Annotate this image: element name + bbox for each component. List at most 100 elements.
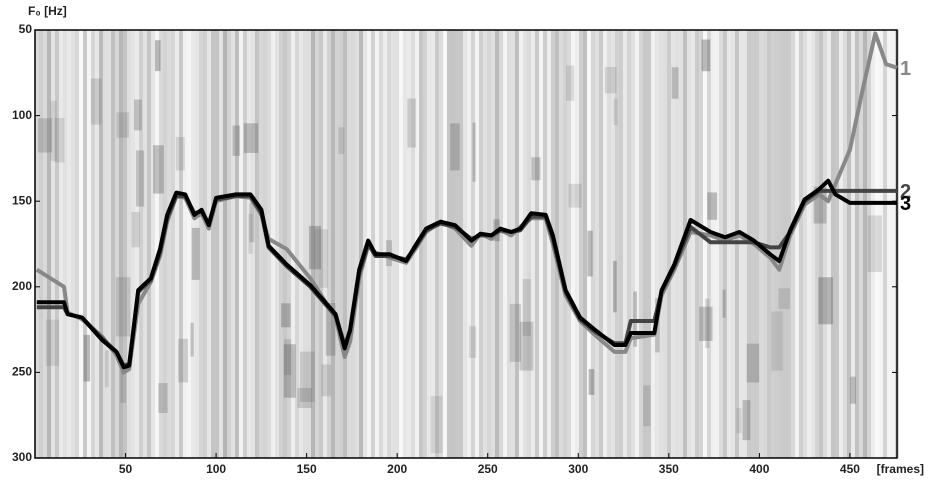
spectrogram-strip <box>351 30 355 458</box>
spectrogram-strip <box>235 30 239 458</box>
spectrogram-strip <box>111 30 115 458</box>
spectrogram-blob <box>613 98 618 126</box>
y-tick-label: 300 <box>12 450 32 464</box>
spectrogram-blob <box>175 136 185 171</box>
y-tick-label: 150 <box>12 193 32 207</box>
spectrogram-strip <box>299 30 303 458</box>
y-tick-label: 200 <box>12 279 32 293</box>
spectrogram-blob <box>430 395 443 454</box>
spectrogram-strip <box>695 30 699 458</box>
spectrogram-strip <box>379 30 383 458</box>
spectrogram-strip <box>319 30 323 458</box>
spectrogram-blob <box>191 227 200 280</box>
spectrogram-blob <box>565 65 575 101</box>
x-tick-label: 200 <box>387 462 407 476</box>
spectrogram-strip <box>487 30 491 458</box>
spectrogram-strip <box>271 30 275 458</box>
spectrogram-strip <box>891 30 895 458</box>
spectrogram-strip <box>575 30 579 458</box>
spectrogram-strip <box>547 30 551 458</box>
spectrogram-strip <box>595 30 599 458</box>
y-axis-label: F₀ [Hz] <box>28 4 67 18</box>
spectrogram-strip <box>307 30 311 458</box>
spectrogram-blob <box>643 385 651 427</box>
spectrogram-strip <box>431 30 435 458</box>
spectrogram-blob <box>818 277 833 325</box>
spectrogram-strip <box>883 30 887 458</box>
spectrogram-blob <box>671 67 679 99</box>
spectrogram-strip <box>399 30 403 458</box>
spectrogram-strip <box>691 30 695 458</box>
spectrogram-strip <box>599 30 603 458</box>
spectrogram-strip <box>79 30 83 458</box>
spectrogram-strip <box>511 30 515 458</box>
spectrogram-strip <box>519 30 523 458</box>
x-axis-label: [frames] <box>877 462 924 476</box>
spectrogram-strip <box>251 30 255 458</box>
spectrogram-strip <box>259 30 263 458</box>
spectrogram-strip <box>287 30 291 458</box>
spectrogram-strip <box>199 30 203 458</box>
spectrogram-blob <box>90 78 102 125</box>
spectrogram-strip <box>503 30 507 458</box>
y-tick-label: 50 <box>19 22 33 36</box>
spectrogram-strip <box>255 30 259 458</box>
spectrogram-strip <box>623 30 627 458</box>
spectrogram-strip <box>819 30 823 458</box>
spectrogram-strip <box>791 30 795 458</box>
spectrogram-strip <box>175 30 179 458</box>
spectrogram-strip <box>99 30 103 458</box>
spectrogram-blob <box>519 321 534 371</box>
spectrogram-strip <box>531 30 535 458</box>
spectrogram-strip <box>631 30 635 458</box>
spectrogram-blob <box>190 322 194 357</box>
spectrogram-strip <box>707 30 711 458</box>
spectrogram-strip <box>463 30 467 458</box>
spectrogram-strip <box>843 30 847 458</box>
spectrogram-strip <box>119 30 123 458</box>
spectrogram-strip <box>35 30 39 458</box>
spectrogram-blob <box>158 383 168 413</box>
spectrogram-strip <box>835 30 839 458</box>
spectrogram-blob <box>568 183 582 208</box>
spectrogram-strip <box>635 30 639 458</box>
spectrogram-strip <box>535 30 539 458</box>
spectrogram-strip <box>615 30 619 458</box>
spectrogram-strip <box>419 30 423 458</box>
x-tick-label: 150 <box>297 462 317 476</box>
spectrogram-strip <box>39 30 43 458</box>
spectrogram-strip <box>239 30 243 458</box>
spectrogram-strip <box>587 30 591 458</box>
spectrogram-strip <box>423 30 427 458</box>
spectrogram-strip <box>563 30 567 458</box>
spectrogram-strip <box>663 30 667 458</box>
spectrogram-blob <box>407 98 417 148</box>
spectrogram-strip <box>539 30 543 458</box>
spectrogram-strip <box>171 30 175 458</box>
spectrogram-strip <box>131 30 135 458</box>
spectrogram-strip <box>407 30 411 458</box>
spectrogram-strip <box>83 30 87 458</box>
spectrogram-strip <box>611 30 615 458</box>
spectrogram-strip <box>459 30 463 458</box>
spectrogram-blob <box>746 343 760 383</box>
spectrogram-blob <box>613 260 617 313</box>
spectrogram-strip <box>491 30 495 458</box>
x-tick-label: 450 <box>840 462 860 476</box>
spectrogram-strip <box>243 30 247 458</box>
spectrogram-strip <box>887 30 891 458</box>
spectrogram-blob <box>249 202 255 243</box>
spectrogram-blob <box>299 351 315 402</box>
spectrogram-strip <box>455 30 459 458</box>
spectrogram-strip <box>579 30 583 458</box>
spectrogram-strip <box>95 30 99 458</box>
spectrogram-strip <box>643 30 647 458</box>
spectrogram-blob <box>283 344 296 398</box>
spectrogram-strip <box>815 30 819 458</box>
spectrogram-strip <box>55 30 59 458</box>
spectrogram-strip <box>823 30 827 458</box>
spectrogram-strip <box>863 30 867 458</box>
spectrogram-strip <box>187 30 191 458</box>
spectrogram-strip <box>147 30 151 458</box>
